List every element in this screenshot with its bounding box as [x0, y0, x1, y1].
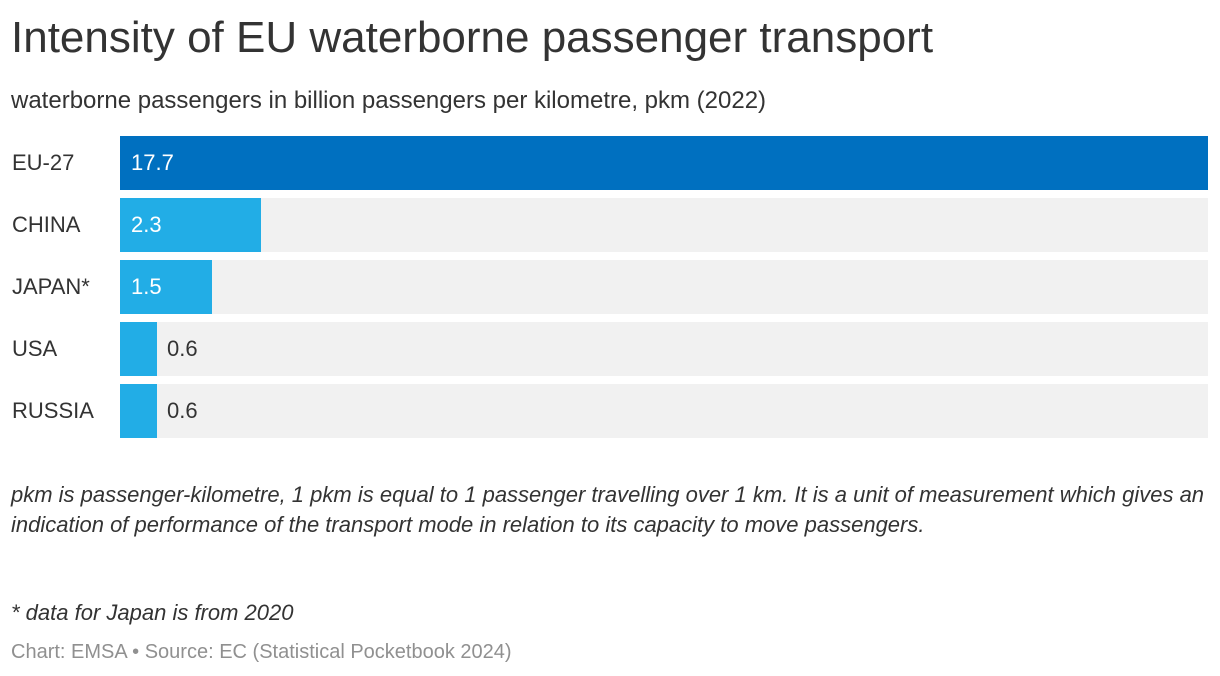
bar-value-label: 0.6 — [167, 336, 198, 361]
bar — [120, 260, 212, 314]
bar-row: CHINA 2.3 — [0, 198, 1220, 252]
category-label: USA — [12, 336, 58, 361]
chart-title: Intensity of EU waterborne passenger tra… — [11, 13, 934, 62]
bar — [120, 322, 157, 376]
bar-row: USA 0.6 — [0, 322, 1220, 376]
bar-track: 1.5 — [120, 260, 1208, 314]
bar-track: 0.6 — [120, 384, 1208, 438]
source-credit: Chart: EMSA • Source: EC (Statistical Po… — [11, 641, 512, 663]
bar-value-label: 0.6 — [167, 398, 198, 423]
bar-track: 2.3 — [120, 198, 1208, 252]
bar-track: 17.7 — [120, 136, 1208, 190]
pkm-definition-note: pkm is passenger-kilometre, 1 pkm is equ… — [11, 482, 1205, 537]
chart-subtitle: waterborne passengers in billion passeng… — [11, 87, 767, 114]
bar-row: RUSSIA 0.6 — [0, 384, 1220, 438]
bar — [120, 136, 1208, 190]
bar-chart: EU-27 17.7 CHINA 2.3 JAPAN* 1.5 USA 0.6 RUSSIA 0.… — [0, 136, 1220, 438]
category-label: RUSSIA — [12, 398, 94, 423]
category-label: CHINA — [12, 212, 81, 237]
bar-value-label: 17.7 — [131, 150, 174, 175]
bar-value-label: 2.3 — [131, 212, 162, 237]
category-label: JAPAN* — [12, 274, 90, 299]
bar — [120, 384, 157, 438]
bar-track: 0.6 — [120, 322, 1208, 376]
japan-footnote: * data for Japan is from 2020 — [11, 600, 294, 625]
bar-value-label: 1.5 — [131, 274, 162, 299]
bar-row: JAPAN* 1.5 — [0, 260, 1220, 314]
bar — [120, 198, 261, 252]
category-label: EU-27 — [12, 150, 75, 175]
bar-row: EU-27 17.7 — [0, 136, 1220, 190]
